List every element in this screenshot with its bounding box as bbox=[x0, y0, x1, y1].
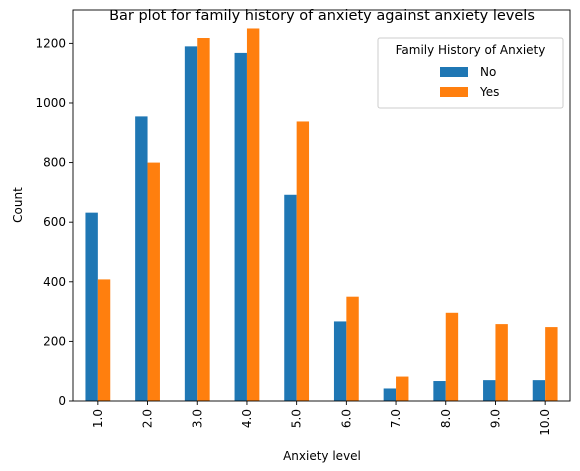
x-tick-label: 10.0 bbox=[538, 409, 552, 436]
y-tick-label: 600 bbox=[43, 215, 66, 229]
legend: Family History of Anxiety No Yes bbox=[377, 37, 564, 109]
bar-no-5.0 bbox=[284, 194, 297, 401]
bar-no-10.0 bbox=[532, 380, 546, 401]
x-tick-label: 4.0 bbox=[240, 409, 254, 428]
x-tick-label: 1.0 bbox=[91, 409, 105, 428]
y-axis: 0 200 400 600 800 1000 1200 bbox=[35, 36, 73, 408]
plot-frame bbox=[72, 9, 571, 402]
x-tick-label: 9.0 bbox=[488, 409, 502, 428]
x-tick-label: 3.0 bbox=[190, 409, 204, 428]
x-tick-label: 5.0 bbox=[290, 409, 304, 428]
bar-yes-10.0 bbox=[545, 327, 558, 401]
bar-yes-4.0 bbox=[246, 28, 260, 401]
x-tick-label: 8.0 bbox=[439, 409, 453, 428]
x-tick-label: 2.0 bbox=[141, 409, 155, 428]
y-tick-label: 200 bbox=[43, 334, 66, 348]
bar-yes-2.0 bbox=[147, 162, 160, 401]
bar-no-3.0 bbox=[184, 46, 198, 402]
bar-yes-9.0 bbox=[495, 324, 508, 401]
bar-yes-5.0 bbox=[296, 121, 310, 402]
y-axis-label: Count bbox=[11, 187, 25, 223]
x-axis-label: Anxiety level bbox=[283, 449, 361, 463]
bar-yes-8.0 bbox=[445, 312, 459, 401]
legend-label-yes: Yes bbox=[479, 85, 499, 99]
bar-no-9.0 bbox=[483, 380, 496, 401]
x-axis: 1.0 2.0 3.0 4.0 5.0 6.0 7.0 8.0 9.0 10.0 bbox=[91, 401, 552, 436]
bar-no-6.0 bbox=[333, 321, 347, 401]
plot-area bbox=[85, 28, 558, 402]
legend-swatch-yes bbox=[440, 87, 468, 97]
bar-no-1.0 bbox=[85, 212, 98, 401]
bar-yes-3.0 bbox=[197, 38, 210, 401]
legend-box bbox=[377, 37, 564, 109]
x-tick-label: 7.0 bbox=[389, 409, 403, 428]
bar-no-7.0 bbox=[383, 388, 397, 401]
legend-title: Family History of Anxiety bbox=[396, 43, 546, 57]
chart-title: Bar plot for family history of anxiety a… bbox=[109, 8, 535, 24]
legend-label-no: No bbox=[480, 65, 496, 79]
y-tick-label: 1000 bbox=[35, 96, 66, 110]
bar-yes-1.0 bbox=[97, 279, 111, 401]
bar-yes-7.0 bbox=[396, 376, 409, 401]
y-tick-label: 800 bbox=[43, 156, 66, 170]
legend-swatch-no bbox=[440, 67, 468, 77]
y-tick-label: 1200 bbox=[35, 36, 66, 50]
y-tick-label: 400 bbox=[43, 275, 66, 289]
bar-no-2.0 bbox=[135, 116, 148, 401]
bar-no-8.0 bbox=[433, 381, 446, 401]
bar-no-4.0 bbox=[234, 52, 247, 401]
y-tick-label: 0 bbox=[58, 394, 66, 408]
x-tick-label: 6.0 bbox=[339, 409, 353, 428]
bar-yes-6.0 bbox=[346, 296, 359, 401]
